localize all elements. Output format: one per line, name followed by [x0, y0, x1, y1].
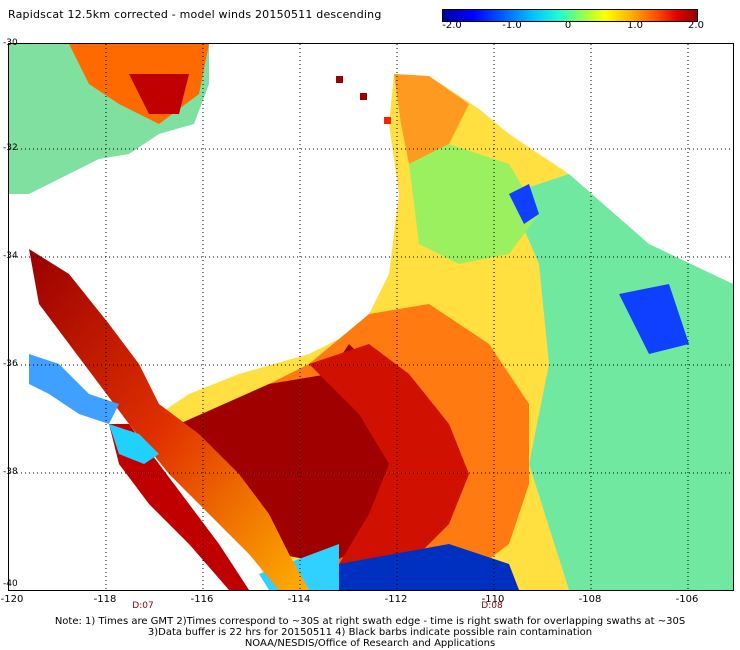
colorbar-tick: 0: [564, 20, 572, 31]
map-title: Rapidscat 12.5km corrected - model winds…: [8, 8, 382, 21]
swath-red-core-2: [309, 344, 469, 584]
swath-nw-core: [129, 74, 189, 114]
footer-note-line-1: Note: 1) Times are GMT 2)Times correspon…: [54, 616, 686, 627]
swath-blue-east: [619, 284, 689, 354]
colorbar-tick: -2.0: [442, 20, 462, 31]
colorbar-tick: 1.0: [627, 20, 643, 31]
lon-label: -110: [481, 594, 505, 605]
swath-coastal-band: [29, 249, 309, 590]
lat-label: -34: [3, 251, 18, 261]
swath-south-blue: [329, 544, 519, 590]
swath-north-blue: [509, 184, 539, 224]
footer-note-line-2: 3)Data buffer is 22 hrs for 20150511 4) …: [147, 627, 593, 638]
swath-coastal-band-sw: [109, 424, 249, 590]
map-plot-area: [8, 43, 734, 591]
stray-pixel: [384, 117, 391, 124]
swath-green-east: [509, 174, 733, 590]
lat-label: -38: [3, 467, 18, 477]
lat-label: -30: [3, 38, 18, 48]
lon-label: -106: [675, 594, 699, 605]
swath-west-cyan: [109, 424, 159, 464]
footer-credit: NOAA/NESDIS/Office of Research and Appli…: [244, 638, 496, 649]
colorbar: [442, 9, 698, 22]
lon-label: -108: [578, 594, 602, 605]
colorbar-tick: -1.0: [502, 20, 522, 31]
lat-label: -36: [3, 359, 18, 369]
lon-label: -112: [384, 594, 408, 605]
time-label: D:08: [481, 601, 503, 611]
lat-label: -40: [3, 579, 18, 589]
colorbar-tick: 2.0: [688, 20, 704, 31]
swath-coastal-band-west: [29, 354, 119, 424]
time-label: D:07: [132, 601, 154, 611]
lat-label: -32: [3, 143, 18, 153]
stray-pixel: [336, 76, 343, 83]
lon-label: -116: [190, 594, 214, 605]
wind-difference-swath: [9, 44, 733, 590]
swath-north-green: [409, 144, 539, 264]
swath-north-tongue: [394, 74, 469, 164]
lat-lon-grid: [9, 44, 733, 590]
stray-pixel: [360, 93, 367, 100]
lon-label: -118: [93, 594, 117, 605]
lon-label: -114: [287, 594, 311, 605]
lon-label: -120: [0, 594, 24, 605]
